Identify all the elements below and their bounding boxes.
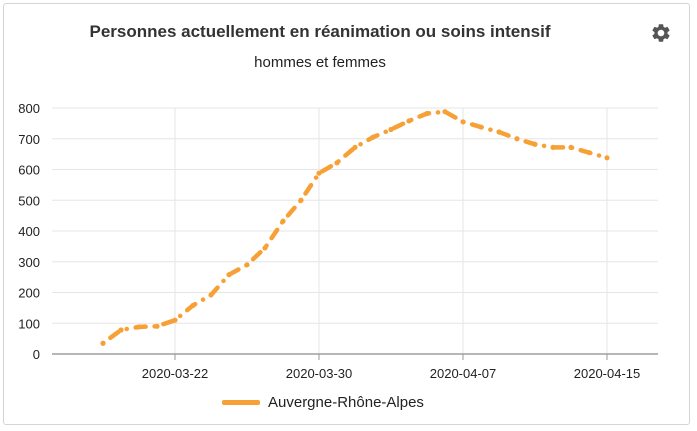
gear-icon[interactable] [650, 22, 672, 44]
legend-label: Auvergne-Rhône-Alpes [268, 393, 424, 411]
data-point [208, 292, 214, 298]
data-point [496, 129, 502, 135]
x-tick-label: 2020-04-07 [430, 366, 497, 381]
data-point [298, 197, 304, 203]
data-point [316, 170, 322, 176]
data-point [244, 262, 250, 268]
data-point [136, 324, 142, 330]
data-point [460, 119, 466, 125]
data-point [514, 136, 520, 142]
y-tick-label: 400 [18, 224, 40, 239]
series-line [100, 109, 610, 346]
data-point [190, 302, 196, 309]
data-point [226, 272, 232, 278]
y-tick-label: 600 [18, 163, 40, 178]
data-point [118, 327, 124, 333]
legend-item[interactable]: Auvergne-Rhône-Alpes [222, 391, 424, 413]
data-point [172, 317, 178, 323]
data-point [154, 323, 160, 329]
y-tick-label: 800 [18, 101, 40, 116]
data-point [100, 340, 106, 346]
data-point [604, 155, 610, 161]
y-tick-label: 700 [18, 132, 40, 147]
data-point [406, 118, 412, 124]
data-point [478, 124, 484, 130]
data-point [352, 144, 358, 150]
x-tick-label: 2020-04-15 [574, 366, 641, 381]
data-point [586, 149, 592, 156]
y-tick-label: 200 [18, 286, 40, 301]
chart-title: Personnes actuellement en réanimation ou… [89, 22, 551, 41]
y-tick-label: 300 [18, 255, 40, 270]
data-point [280, 218, 286, 224]
data-point [334, 160, 340, 166]
x-tick-label: 2020-03-22 [142, 366, 209, 381]
legend-swatch [222, 399, 260, 405]
data-point [262, 245, 268, 251]
data-point [388, 126, 394, 133]
x-tick-label: 2020-03-30 [286, 366, 353, 381]
y-tick-label: 100 [18, 316, 40, 331]
data-point [532, 141, 538, 147]
data-point [568, 144, 574, 150]
data-point [424, 110, 430, 117]
data-point [442, 109, 448, 115]
y-tick-label: 500 [18, 193, 40, 208]
data-point [550, 144, 556, 150]
data-point [370, 134, 376, 140]
y-tick-label: 0 [33, 347, 40, 362]
chart-subtitle: hommes et femmes [254, 54, 386, 71]
